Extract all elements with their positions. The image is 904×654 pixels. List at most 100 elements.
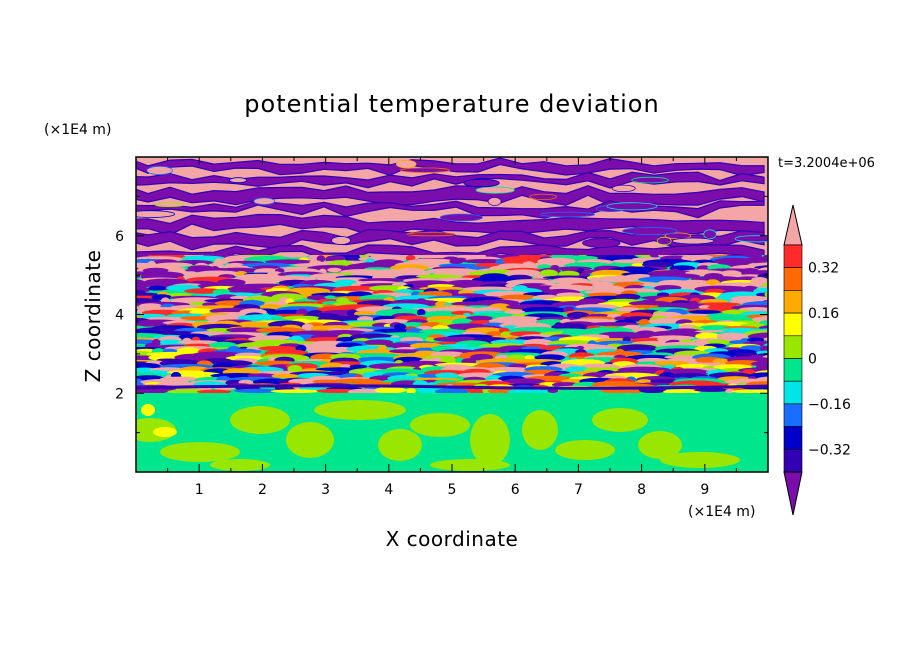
contour-streak (196, 389, 232, 393)
colorbar-box (783, 403, 803, 427)
x-tick-label: 3 (321, 482, 330, 498)
middle-layer (116, 255, 785, 393)
contour-streak (349, 364, 368, 369)
contour-blob (555, 440, 615, 460)
contour-streak (401, 322, 427, 328)
contour-cell (487, 196, 502, 206)
contour-streak (316, 388, 358, 393)
contour-cell (734, 235, 768, 243)
contour-streak (382, 269, 431, 278)
contour-streak (773, 340, 785, 347)
contour-streak (766, 379, 768, 384)
contour-streak (271, 373, 300, 378)
contour-streak (698, 305, 711, 309)
contour-streak (236, 321, 273, 328)
contour-streak (136, 322, 168, 327)
contour-blob (660, 452, 740, 468)
contour-streak (524, 355, 535, 360)
upper-layer (136, 157, 768, 257)
contour-streak (315, 367, 363, 372)
colorbar-box (783, 312, 803, 337)
contour-blob (314, 400, 406, 420)
contour-cell (463, 178, 500, 188)
x-tick-label: 5 (448, 482, 457, 498)
y-tick-label: 6 (115, 229, 124, 245)
contour-streak (139, 307, 190, 312)
contour-cell (631, 176, 669, 184)
contour-streak (416, 274, 462, 279)
contour-streak (615, 307, 641, 312)
contour-streak (425, 337, 436, 342)
contour-band (136, 171, 765, 189)
contour-blob (430, 459, 510, 471)
contour-streak (316, 255, 326, 263)
x-tick-label: 8 (637, 482, 646, 498)
contour-streak (760, 345, 768, 352)
contour-streak (148, 285, 166, 291)
contour-streak (116, 300, 127, 307)
contour-cell (253, 197, 276, 205)
contour-blob (141, 404, 155, 416)
x-tick-label: 1 (195, 482, 204, 498)
contour-cell (229, 177, 248, 184)
contour-cell (396, 159, 417, 169)
contour-streak (265, 259, 313, 265)
contour-streak (254, 360, 300, 366)
contour-streak (344, 257, 362, 262)
colorbar-box (783, 426, 803, 450)
contour-streak (654, 360, 689, 366)
contour-streak (556, 292, 585, 298)
contour-streak (346, 314, 360, 322)
contour-streak (416, 309, 426, 316)
contour-streak (347, 388, 382, 393)
contour-streak (616, 344, 658, 352)
contour-streak (716, 332, 748, 340)
colorbar: 0.32 0.16 0 −0.16 −0.32 (783, 204, 851, 516)
contour-streak (136, 371, 137, 375)
x-tick-label: 4 (384, 482, 393, 498)
x-tick-label: 2 (258, 482, 267, 498)
contour-streak (252, 265, 281, 270)
contour-streak (177, 340, 218, 345)
contour-cell (136, 210, 176, 218)
y-tick-label: 4 (115, 308, 124, 324)
contour-blob (210, 459, 270, 471)
contour-cell (540, 211, 595, 218)
contour-streak (220, 258, 229, 264)
contour-cell (611, 184, 636, 193)
contour-streak (771, 268, 784, 274)
contour-streak (282, 255, 309, 258)
contour-streak (282, 315, 321, 321)
lower-layer (136, 393, 768, 472)
contour-streak (123, 377, 134, 383)
contour-streak (349, 353, 399, 358)
contour-streak (539, 269, 558, 278)
contour-streak (143, 278, 190, 286)
colorbar-box (783, 448, 803, 473)
contour-streak (694, 388, 730, 392)
colorbar-tick-label: 0 (808, 352, 817, 368)
contour-blob (286, 422, 334, 458)
contour-streak (435, 372, 459, 379)
colorbar-tick-label: −0.16 (808, 397, 851, 413)
contour-cell (439, 213, 483, 222)
x-tick-label: 7 (574, 482, 583, 498)
contour-streak (449, 258, 464, 265)
contour-streak (507, 388, 549, 393)
contour-streak (159, 339, 183, 346)
layer-boundary (136, 384, 768, 390)
contour-streak (189, 310, 210, 315)
contour-streak (709, 314, 750, 323)
contour-streak (229, 288, 268, 294)
colorbar-box (783, 244, 803, 269)
contour-streak (713, 364, 752, 370)
contour-streak (271, 316, 285, 321)
contour-streak (763, 337, 768, 341)
colorbar-tick-label: −0.32 (808, 442, 851, 458)
contour-band (136, 185, 765, 206)
contour-streak (116, 277, 136, 284)
contour-streak (663, 389, 701, 393)
contour-streak (312, 379, 339, 384)
contour-streak (505, 269, 542, 277)
